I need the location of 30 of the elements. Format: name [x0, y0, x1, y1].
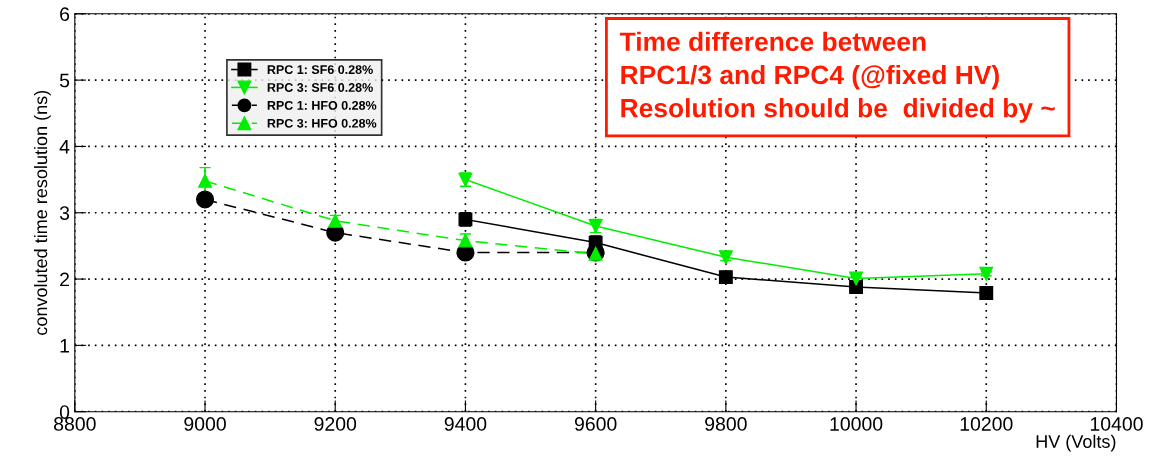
legend-label: RPC 1: HFO 0.28%	[267, 100, 377, 110]
x-axis-title: HV (Volts)	[1036, 434, 1116, 452]
y-axis-title: convoluted time resolution (ns)	[33, 90, 51, 335]
x-tick-label: 9000	[184, 417, 226, 431]
point	[195, 190, 215, 209]
annotation: Time difference between RPC1/3 and RPC4 (@fixed HV) Resolution should be divided by ~	[619, 31, 1055, 123]
x-tick-label: 8800	[54, 417, 96, 431]
x-tick-label: 9200	[314, 417, 357, 431]
point	[328, 213, 343, 228]
y-tick-label: 2	[60, 272, 69, 287]
x-tick-label: 9600	[574, 417, 617, 431]
legend-label: RPC 3: SF6 0.28%	[267, 83, 373, 92]
x-tick-label: 9800	[705, 417, 747, 431]
point	[979, 286, 994, 300]
x-tick-label: 10000	[830, 417, 883, 431]
y-tick-label: 6	[60, 7, 70, 22]
y-tick-label: 1	[60, 339, 70, 353]
legend-label: RPC 1: SF6 0.28%	[267, 65, 373, 75]
y-tick-label: 4	[59, 140, 70, 154]
x-tick-label: 9400	[444, 417, 487, 431]
point	[198, 173, 212, 188]
x-tick-label: 10200	[960, 417, 1013, 431]
point	[849, 271, 864, 286]
y-tick-label: 3	[59, 206, 70, 220]
point	[979, 266, 994, 281]
y-tick-label: 5	[59, 73, 70, 88]
point	[718, 270, 733, 285]
point	[849, 280, 864, 294]
legend-label: RPC 3: HFO 0.28%	[267, 118, 377, 128]
x-tick-label: 10400	[1090, 417, 1143, 431]
